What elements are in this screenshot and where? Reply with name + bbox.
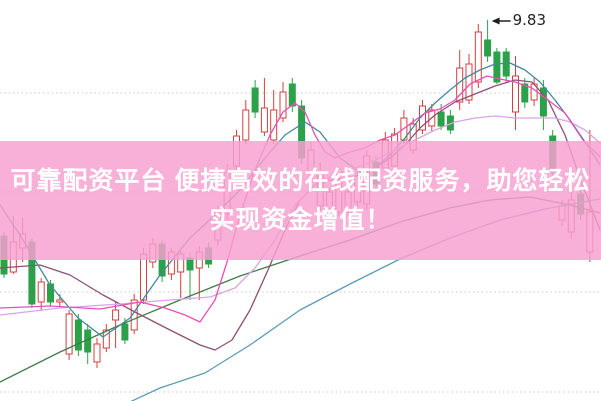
candle (37, 278, 45, 310)
candle (521, 78, 529, 108)
candle (102, 324, 110, 352)
candle (242, 100, 250, 144)
candle (484, 20, 492, 62)
candle (446, 110, 454, 134)
candle (251, 80, 259, 118)
candle (260, 78, 268, 136)
candle (74, 314, 82, 356)
candle (465, 54, 473, 104)
promo-banner-overlay: 可靠配资平台 便捷高效的在线配资服务，助您轻松 实现资金增值！ (0, 141, 601, 260)
candle (474, 24, 482, 88)
candle (65, 310, 73, 360)
price-annotation-label: 9.83 (512, 11, 546, 29)
candle (288, 78, 296, 112)
candle (270, 90, 278, 144)
candle (47, 280, 54, 306)
candle (502, 48, 510, 82)
candle (539, 80, 547, 130)
promo-banner-line1: 可靠配资平台 便捷高效的在线配资服务，助您轻松 (10, 166, 591, 195)
candle (84, 324, 92, 364)
candle (279, 82, 287, 122)
candle (112, 302, 120, 348)
candle (130, 294, 138, 334)
promo-banner-line2: 实现资金增值！ (209, 205, 392, 234)
price-annotation: 9.83 (513, 13, 546, 28)
price-annotation-arrow (491, 17, 511, 25)
candle (93, 338, 101, 368)
